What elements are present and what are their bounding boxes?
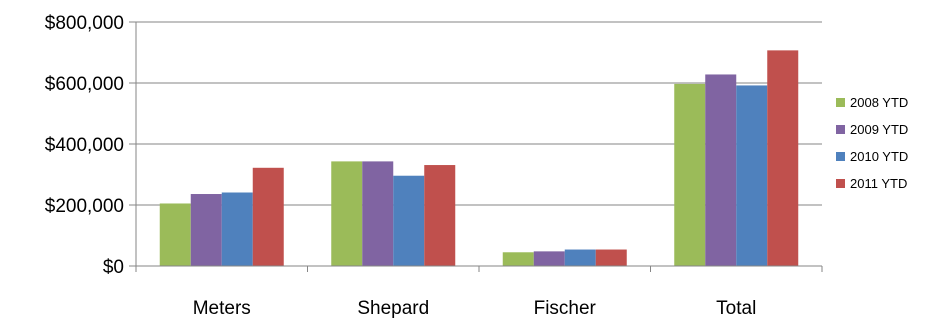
bar-2010-ytd-fischer — [564, 249, 596, 266]
bar-2008-ytd-fischer — [502, 252, 534, 266]
y-tick-label: $800,000 — [45, 13, 124, 34]
bar-2010-ytd-meters — [221, 192, 253, 266]
legend-label: 2009 YTD — [850, 122, 908, 137]
legend-label: 2008 YTD — [850, 95, 908, 110]
y-tick-label: $200,000 — [45, 196, 124, 217]
x-tick-label: Shepard — [357, 298, 429, 319]
legend-swatch — [836, 125, 845, 134]
y-axis-ticks: $0 $200,000 $400,000 $600,000 $800,000 — [45, 13, 136, 278]
bar-2009-ytd-fischer — [533, 251, 565, 266]
x-tick-label: Total — [716, 298, 756, 319]
legend-label: 2011 YTD — [850, 176, 907, 191]
x-tick-label: Meters — [193, 298, 251, 319]
x-axis: Meters Shepard Fischer Total — [135, 22, 823, 319]
y-tick-label: $0 — [103, 257, 124, 278]
bar-2008-ytd-total — [674, 83, 706, 266]
y-tick-label: $600,000 — [45, 74, 124, 95]
bar-2010-ytd-shepard — [393, 175, 425, 266]
legend: 2008 YTD 2009 YTD 2010 YTD 2011 YTD — [836, 95, 908, 191]
bar-2010-ytd-total — [736, 85, 768, 266]
legend-swatch — [836, 152, 845, 161]
bar-2008-ytd-shepard — [331, 161, 363, 266]
bars — [159, 50, 799, 267]
bar-2009-ytd-total — [705, 74, 737, 267]
bar-2009-ytd-shepard — [362, 161, 394, 266]
legend-swatch — [836, 98, 845, 107]
legend-swatch — [836, 179, 845, 188]
bar-2011-ytd-total — [767, 50, 799, 266]
bar-2011-ytd-fischer — [595, 249, 627, 266]
bar-2011-ytd-shepard — [424, 165, 456, 266]
y-tick-label: $400,000 — [45, 135, 124, 156]
bar-2009-ytd-meters — [190, 194, 222, 266]
bar-2008-ytd-meters — [159, 203, 191, 266]
bar-2011-ytd-meters — [252, 167, 284, 266]
x-tick-label: Fischer — [534, 298, 597, 319]
legend-label: 2010 YTD — [850, 149, 908, 164]
